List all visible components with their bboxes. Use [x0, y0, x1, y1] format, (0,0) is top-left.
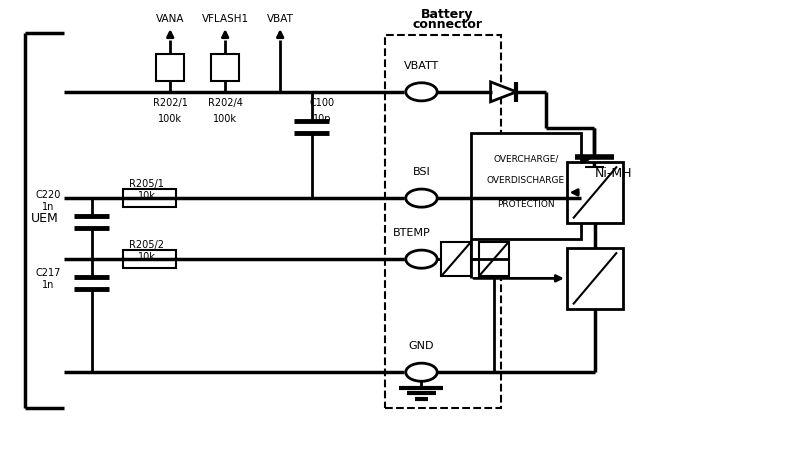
Polygon shape — [491, 82, 516, 102]
Circle shape — [406, 363, 437, 381]
Text: UEM: UEM — [31, 212, 58, 225]
Text: 10k: 10k — [138, 191, 155, 201]
Bar — [123, 189, 177, 207]
Text: 1n: 1n — [43, 280, 54, 290]
Text: BTEMP: BTEMP — [393, 228, 431, 238]
Text: Battery: Battery — [421, 8, 474, 20]
Text: R202/4: R202/4 — [208, 98, 243, 108]
Text: GND: GND — [409, 341, 434, 351]
Bar — [123, 250, 177, 268]
Bar — [567, 248, 623, 309]
Bar — [471, 132, 581, 239]
Circle shape — [406, 189, 437, 207]
Bar — [567, 162, 623, 223]
Text: VFLASH1: VFLASH1 — [202, 15, 249, 25]
Text: R205/1: R205/1 — [129, 179, 164, 189]
Text: OVERDISCHARGE: OVERDISCHARGE — [487, 176, 565, 185]
Text: OVERCHARGE/: OVERCHARGE/ — [493, 155, 559, 164]
Circle shape — [406, 250, 437, 268]
Text: C100: C100 — [309, 98, 334, 108]
Bar — [479, 242, 508, 276]
Text: VANA: VANA — [156, 15, 184, 25]
Text: 10p: 10p — [313, 114, 331, 124]
Text: connector: connector — [412, 18, 482, 31]
Bar — [441, 242, 471, 276]
Text: R202/1: R202/1 — [153, 98, 188, 108]
Bar — [385, 35, 501, 409]
Text: C217: C217 — [35, 268, 61, 278]
Bar — [211, 54, 240, 81]
Text: C220: C220 — [35, 190, 61, 200]
Text: Ni-MH: Ni-MH — [595, 167, 633, 180]
Circle shape — [406, 83, 437, 101]
Text: R205/2: R205/2 — [129, 240, 164, 250]
Text: 10k: 10k — [138, 252, 155, 262]
Text: 100k: 100k — [158, 114, 182, 124]
Text: 1n: 1n — [43, 202, 54, 212]
Text: BSI: BSI — [413, 167, 430, 177]
Bar — [156, 54, 184, 81]
Text: VBATT: VBATT — [404, 61, 439, 71]
Text: PROTECTION: PROTECTION — [497, 200, 555, 209]
Text: VBAT: VBAT — [266, 15, 294, 25]
Text: 100k: 100k — [214, 114, 237, 124]
